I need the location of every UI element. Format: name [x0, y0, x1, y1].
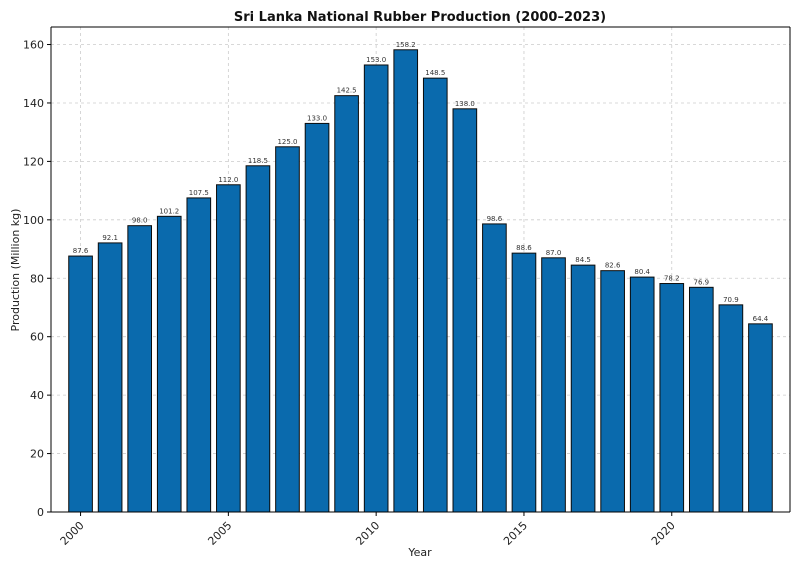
data-label-2005: 112.0	[218, 176, 238, 184]
bar-2013	[452, 108, 478, 513]
x-tick-label-2005: 2005	[205, 519, 234, 548]
bar-2000	[68, 255, 93, 513]
bar-2023	[748, 323, 773, 513]
bar-2019	[629, 276, 655, 513]
bar-2021	[688, 286, 714, 513]
y-tick-label-160: 160	[23, 39, 44, 52]
data-label-2003: 101.2	[159, 207, 179, 215]
bar-2009	[334, 95, 359, 513]
data-label-2000: 87.6	[73, 247, 89, 255]
bar-2014	[482, 223, 507, 513]
bar-2016	[541, 257, 566, 513]
data-label-2011: 158.2	[396, 41, 416, 49]
y-tick-label-40: 40	[30, 389, 44, 402]
data-label-2009: 142.5	[337, 87, 357, 95]
bar-2015	[511, 252, 537, 513]
bar-2020	[659, 283, 685, 513]
bar-2001	[97, 242, 123, 513]
data-label-2020: 78.2	[664, 275, 680, 283]
data-labels: 87.6 92.1 98.0 101.2 107.5 112.0 118.5 125.0 133…	[73, 41, 769, 323]
data-label-2012: 148.5	[425, 69, 445, 77]
bar-2007	[275, 146, 300, 513]
y-tick-label-140: 140	[23, 97, 44, 110]
x-axis-label: Year	[407, 546, 432, 559]
data-label-2004: 107.5	[189, 189, 209, 197]
data-label-2015: 88.6	[516, 244, 532, 252]
bar-2018	[600, 270, 625, 513]
bar-2010	[363, 64, 389, 513]
x-tick-label-2010: 2010	[353, 519, 382, 548]
data-label-2008: 133.0	[307, 114, 327, 122]
bar-2012	[422, 77, 448, 513]
bar-2022	[718, 304, 744, 513]
data-label-2013: 138.0	[455, 100, 475, 108]
data-label-2023: 64.4	[753, 315, 769, 323]
data-label-2010: 153.0	[366, 56, 386, 64]
y-axis-label: Production (Million kg)	[9, 209, 22, 332]
bar-2005	[216, 184, 241, 513]
bar-2002	[127, 225, 153, 513]
bar-2003	[156, 215, 182, 513]
x-tick-label-2015: 2015	[501, 519, 530, 548]
data-label-2022: 70.9	[723, 296, 739, 304]
data-label-2017: 84.5	[575, 256, 591, 264]
y-tick-label-20: 20	[30, 448, 44, 461]
x-tick-label-2000: 2000	[58, 519, 87, 548]
bar-2008	[304, 122, 330, 513]
data-label-2014: 98.6	[487, 215, 503, 223]
bar-2011	[393, 49, 419, 513]
data-label-2006: 118.5	[248, 157, 268, 165]
chart-title: Sri Lanka National Rubber Production (20…	[234, 10, 606, 25]
data-label-2007: 125.0	[277, 138, 297, 146]
data-label-2018: 82.6	[605, 262, 621, 270]
y-tick-label-60: 60	[30, 331, 44, 344]
y-tick-label-80: 80	[30, 272, 44, 285]
bar-2004	[186, 197, 212, 513]
bar-2017	[570, 264, 596, 513]
y-tick-label-120: 120	[23, 155, 44, 168]
data-label-2001: 92.1	[102, 234, 118, 242]
x-tick-label-2020: 2020	[649, 519, 678, 548]
data-label-2019: 80.4	[634, 268, 650, 276]
data-label-2002: 98.0	[132, 217, 148, 225]
data-label-2016: 87.0	[546, 249, 562, 257]
bar-2006	[245, 165, 271, 513]
y-tick-label-100: 100	[23, 214, 44, 227]
y-tick-label-0: 0	[37, 506, 44, 519]
data-label-2021: 76.9	[694, 278, 710, 286]
